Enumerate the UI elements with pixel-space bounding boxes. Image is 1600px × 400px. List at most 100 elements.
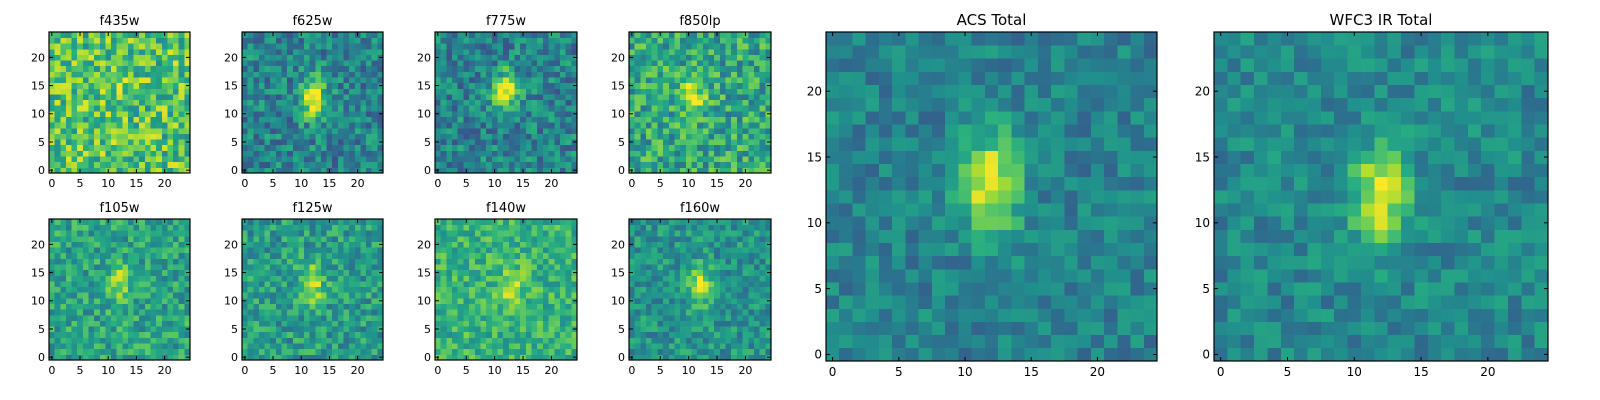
y-tick-label: 15 [224, 267, 238, 280]
pixel-cell [503, 144, 510, 151]
pixel-cell [144, 156, 151, 163]
pixel-cell [253, 292, 260, 299]
pixel-cell [559, 82, 567, 89]
pixel-cell [71, 286, 78, 293]
pixel-cell [480, 252, 487, 259]
pixel-cell [315, 94, 322, 101]
pixel-cell [127, 167, 134, 174]
pixel-cell [161, 281, 168, 288]
pixel-cell [719, 297, 726, 304]
pixel-cell [320, 269, 327, 276]
pixel-cell [440, 309, 447, 316]
pixel-cell [144, 139, 151, 146]
pixel-cell [360, 219, 367, 226]
pixel-cell [184, 235, 191, 242]
pixel-cell [651, 326, 658, 333]
pixel-cell [651, 77, 658, 84]
pixel-cell [725, 326, 732, 333]
pixel-cell [167, 156, 174, 163]
pixel-cell [77, 348, 84, 355]
pixel-cell [173, 275, 180, 282]
pixel-cell [167, 110, 174, 117]
pixel-cell [377, 161, 384, 168]
pixel-cell [156, 156, 163, 163]
pixel-cell [298, 105, 305, 112]
pixel-cell [99, 167, 106, 174]
pixel-cell [144, 348, 151, 355]
pixel-cell [94, 343, 101, 350]
pixel-cell [571, 150, 578, 157]
pixel-cell [565, 326, 572, 333]
pixel-cell [139, 37, 146, 44]
pixel-cell [173, 252, 180, 259]
pixel-cell [469, 230, 476, 237]
pixel-cell [691, 105, 698, 112]
pixel-cell [463, 286, 470, 293]
pixel-cell [94, 354, 101, 361]
pixel-cell [315, 264, 322, 271]
pixel-cell [354, 156, 361, 163]
pixel-cell [49, 309, 56, 316]
pixel-cell [270, 139, 277, 146]
pixel-cell [463, 77, 470, 84]
pixel-cell [640, 309, 647, 316]
pixel-cell [150, 43, 157, 50]
pixel-cell [491, 48, 498, 55]
pixel-cell [559, 348, 567, 355]
pixel-cell [332, 348, 339, 355]
pixel-cell [748, 77, 755, 84]
pixel-cell [680, 43, 687, 50]
pixel-cell [457, 241, 464, 248]
pixel-cell [116, 43, 123, 50]
pixel-cell [680, 122, 687, 129]
pixel-cell [349, 281, 356, 288]
pixel-cell [292, 156, 299, 163]
pixel-cell [469, 292, 476, 299]
pixel-cell [571, 144, 578, 151]
pixel-cell [559, 281, 567, 288]
pixel-cell [88, 331, 95, 338]
pixel-cell [315, 281, 322, 288]
pixel-cell [315, 309, 322, 316]
pixel-cell [531, 43, 538, 50]
pixel-cell [629, 343, 636, 350]
pixel-cell [525, 230, 532, 237]
pixel-cell [725, 127, 732, 134]
pixel-cell [702, 110, 709, 117]
pixel-cell [304, 94, 311, 101]
pixel-cell [77, 122, 84, 129]
pixel-cell [691, 133, 698, 140]
pixel-cell [167, 252, 174, 259]
pixel-cell [150, 94, 157, 101]
pixel-cell [514, 77, 521, 84]
pixel-cell [173, 110, 180, 117]
pixel-cell [531, 235, 538, 242]
pixel-cell [71, 116, 78, 123]
pixel-cell [122, 150, 129, 157]
pixel-cell [304, 252, 311, 259]
pixel-cell [542, 337, 549, 344]
pixel-cell [94, 48, 101, 55]
pixel-cell [725, 144, 732, 151]
pixel-cell [332, 139, 339, 146]
pixel-cell [508, 281, 515, 288]
pixel-cell [242, 99, 249, 106]
pixel-cell [668, 275, 675, 282]
pixel-cell [287, 94, 294, 101]
pixel-cell [548, 292, 555, 299]
pixel-cell [161, 94, 168, 101]
y-tick-label: 0 [231, 351, 238, 364]
pixel-cell [474, 71, 481, 78]
pixel-cell [298, 127, 305, 134]
pixel-cell [440, 48, 447, 55]
pixel-cell [668, 37, 675, 44]
pixel-cell [542, 150, 549, 157]
pixel-cell [457, 88, 464, 95]
pixel-cell [71, 314, 78, 321]
pixel-cell [542, 144, 549, 151]
pixel-cell [242, 144, 249, 151]
pixel-cell [680, 82, 687, 89]
pixel-cell [663, 32, 670, 39]
pixel-cell [298, 48, 305, 55]
pixel-cell [320, 219, 327, 226]
